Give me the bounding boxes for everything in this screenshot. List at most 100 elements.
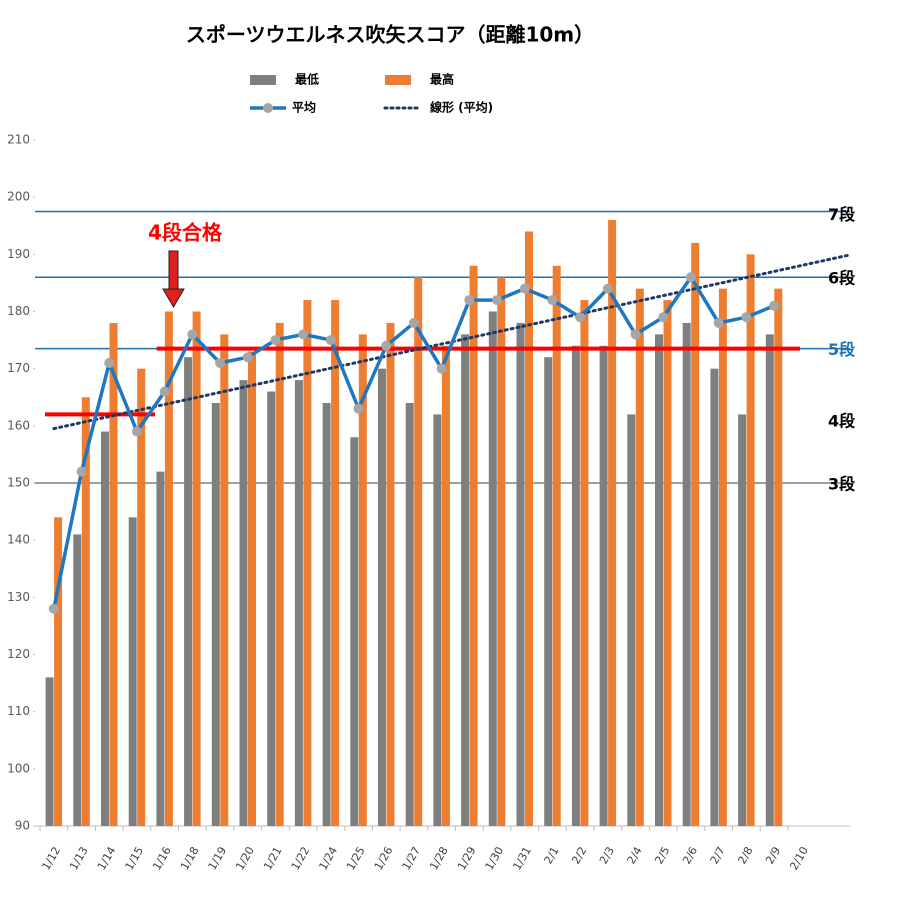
- bar: [469, 265, 478, 826]
- bar: [441, 345, 450, 826]
- bar: [765, 334, 774, 826]
- bar: [109, 322, 118, 826]
- legend-swatch: [385, 75, 411, 85]
- legend-label: 平均: [292, 100, 316, 115]
- y-tick-label: 110: [7, 704, 30, 718]
- bar: [267, 391, 276, 826]
- arrow-head: [162, 288, 185, 308]
- level-label: 3段: [828, 475, 856, 494]
- level-label: 4段: [828, 412, 856, 431]
- bar: [516, 322, 525, 826]
- y-tick-label: 160: [7, 418, 30, 432]
- bar: [774, 288, 783, 827]
- arrow-shaft: [168, 250, 179, 290]
- average-point: [658, 312, 669, 323]
- bar: [525, 231, 533, 826]
- x-tick-label: 1/13: [67, 845, 91, 873]
- bar: [192, 311, 201, 826]
- y-tick-label: 180: [7, 304, 30, 318]
- bar: [73, 534, 82, 826]
- bar: [358, 334, 367, 826]
- average-point: [104, 357, 115, 368]
- y-tick-label: 90: [15, 819, 30, 833]
- average-point: [769, 300, 780, 311]
- average-point: [547, 295, 558, 306]
- x-tick-label: 2/10: [787, 845, 811, 873]
- bar: [239, 380, 248, 826]
- average-point: [492, 295, 503, 306]
- y-tick-label: 210: [7, 133, 30, 147]
- legend-swatch: [250, 75, 276, 85]
- x-tick-label: 1/19: [206, 845, 230, 873]
- average-point: [381, 340, 392, 351]
- x-tick-label: 1/27: [400, 845, 424, 873]
- x-tick-label: 1/16: [150, 845, 174, 873]
- legend-swatch: [263, 103, 273, 113]
- bar: [608, 220, 617, 827]
- bar: [378, 368, 386, 826]
- legend-label: 線形 (平均): [430, 100, 493, 115]
- x-tick-label: 1/30: [483, 845, 507, 873]
- x-tick-label: 1/22: [289, 845, 313, 873]
- average-point: [436, 363, 447, 374]
- bar: [331, 300, 340, 827]
- y-tick-label: 200: [7, 190, 30, 204]
- level-label: 5段: [828, 340, 856, 359]
- x-tick-label: 2/6: [680, 844, 700, 866]
- bar: [497, 277, 506, 826]
- x-tick-label: 1/24: [316, 845, 340, 873]
- x-tick-label: 1/29: [455, 845, 479, 873]
- bar: [580, 300, 589, 827]
- average-point: [353, 403, 364, 414]
- bar: [322, 402, 331, 826]
- y-tick-label: 130: [7, 590, 30, 604]
- bar: [386, 322, 395, 826]
- x-tick-label: 2/3: [597, 844, 617, 866]
- bar: [164, 311, 173, 826]
- average-point: [325, 335, 336, 346]
- average-point: [76, 466, 87, 477]
- average-point: [741, 312, 752, 323]
- x-tick-label: 2/1: [542, 845, 562, 867]
- average-point: [408, 317, 419, 328]
- average-point: [575, 312, 586, 323]
- legend-label: 最高: [430, 72, 454, 87]
- bar: [184, 357, 193, 826]
- bar: [137, 368, 146, 826]
- bar: [433, 414, 442, 826]
- average-point: [48, 603, 59, 614]
- bar: [294, 380, 303, 826]
- x-tick-label: 1/18: [178, 845, 202, 873]
- bar: [414, 277, 423, 826]
- bar: [220, 334, 229, 826]
- bar: [101, 431, 109, 826]
- average-point: [602, 283, 613, 294]
- average-point: [131, 426, 142, 437]
- bar: [710, 368, 719, 826]
- bar: [599, 345, 608, 826]
- bar: [682, 322, 691, 826]
- average-point: [270, 335, 281, 346]
- bar: [461, 334, 470, 826]
- average-point: [713, 317, 724, 328]
- x-tick-label: 2/5: [652, 844, 672, 866]
- average-point: [187, 329, 198, 340]
- y-tick-label: 140: [7, 533, 30, 547]
- bar: [54, 517, 63, 826]
- level-label: 7段: [828, 205, 856, 224]
- bar: [350, 437, 359, 826]
- bar: [128, 517, 137, 826]
- bar: [571, 345, 580, 826]
- y-tick-label: 170: [7, 361, 30, 375]
- average-point: [630, 329, 641, 340]
- bar: [275, 322, 284, 826]
- bar: [405, 402, 414, 826]
- average-point: [298, 329, 309, 340]
- y-tick-label: 190: [7, 247, 30, 261]
- average-point: [159, 386, 170, 397]
- y-tick-label: 150: [7, 476, 30, 490]
- x-tick-label: 1/26: [372, 845, 396, 873]
- y-tick-label: 120: [7, 647, 30, 661]
- x-tick-label: 2/2: [569, 845, 589, 867]
